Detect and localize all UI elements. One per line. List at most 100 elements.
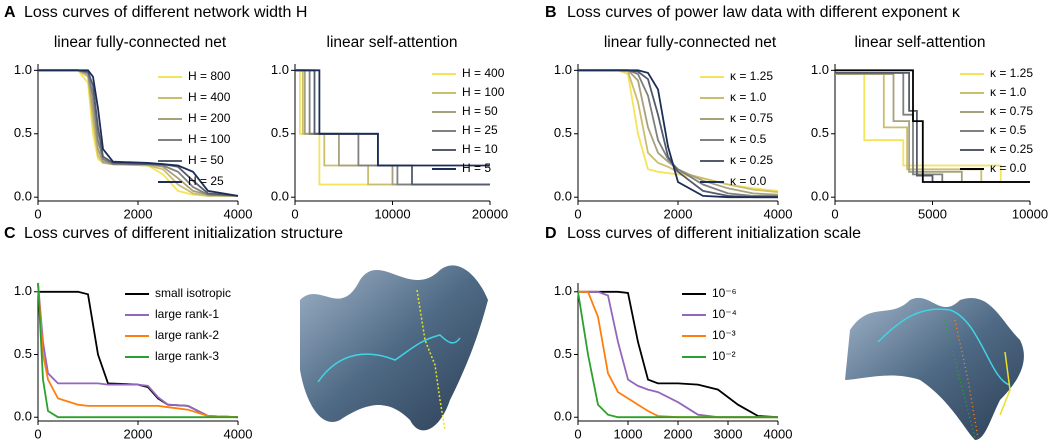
line bbox=[37, 282, 239, 419]
y-tick-label: 0.5 bbox=[14, 125, 32, 140]
x-tick-label: 0 bbox=[574, 206, 581, 221]
line bbox=[37, 282, 239, 419]
legend-label: κ = 0.5 bbox=[990, 123, 1027, 137]
y-tick-label: 1.0 bbox=[14, 62, 32, 77]
legend-label: 10⁻⁶ bbox=[712, 286, 737, 300]
legend-label: 10⁻³ bbox=[712, 328, 736, 342]
legend-label: κ = 0.75 bbox=[730, 111, 773, 125]
legend-label: 10⁻² bbox=[712, 349, 736, 363]
line bbox=[295, 69, 490, 167]
legend-label: H = 200 bbox=[188, 111, 231, 125]
y-tick-label: 0.0 bbox=[271, 189, 289, 204]
x-tick-label: 2000 bbox=[664, 426, 693, 441]
y-tick-label: 1.0 bbox=[14, 283, 32, 298]
x-tick-label: 10000 bbox=[374, 206, 410, 221]
panel-label: C bbox=[4, 225, 16, 242]
legend-label: H = 800 bbox=[188, 69, 231, 83]
panel-title: Loss curves of power law data with diffe… bbox=[567, 4, 961, 21]
x-tick-label: 0 bbox=[34, 206, 41, 221]
line bbox=[835, 73, 1030, 183]
x-tick-label: 2000 bbox=[124, 426, 153, 441]
line bbox=[835, 72, 1030, 183]
chart-title: linear fully-connected net bbox=[54, 34, 227, 51]
y-tick-label: 1.0 bbox=[811, 62, 829, 77]
panel-label: B bbox=[545, 4, 557, 21]
line bbox=[37, 282, 238, 419]
legend-label: H = 50 bbox=[188, 153, 224, 167]
y-tick-label: 0.5 bbox=[554, 125, 572, 140]
y-tick-label: 1.0 bbox=[554, 62, 572, 77]
line bbox=[578, 69, 779, 193]
y-tick-label: 0.0 bbox=[554, 189, 572, 204]
line bbox=[835, 69, 1030, 183]
line bbox=[835, 73, 1030, 183]
y-tick-label: 1.0 bbox=[554, 283, 572, 298]
panel-title: Loss curves of different network width H bbox=[24, 4, 307, 21]
legend-label: H = 400 bbox=[462, 66, 505, 80]
x-tick-label: 20000 bbox=[472, 206, 508, 221]
x-tick-label: 0 bbox=[831, 206, 838, 221]
legend-label: large rank-2 bbox=[155, 328, 219, 342]
y-tick-label: 0.0 bbox=[811, 189, 829, 204]
x-tick-label: 10000 bbox=[1012, 206, 1048, 221]
line bbox=[38, 69, 239, 197]
line bbox=[295, 69, 490, 186]
panel-label: A bbox=[4, 4, 16, 21]
line bbox=[295, 69, 490, 186]
legend-label: H = 25 bbox=[462, 123, 498, 137]
line bbox=[578, 69, 778, 199]
legend-label: κ = 0.5 bbox=[730, 132, 767, 146]
line bbox=[578, 290, 779, 419]
y-tick-label: 0.5 bbox=[554, 346, 572, 361]
legend-label: H = 100 bbox=[462, 85, 505, 99]
x-tick-label: 4000 bbox=[764, 426, 793, 441]
panel-title: Loss curves of different initialization … bbox=[567, 225, 861, 242]
legend-label: κ = 0.0 bbox=[730, 174, 767, 188]
legend-label: κ = 1.0 bbox=[730, 90, 767, 104]
y-tick-label: 0.0 bbox=[14, 409, 32, 424]
chart-title: linear fully-connected net bbox=[604, 34, 777, 51]
y-tick-label: 0.5 bbox=[14, 346, 32, 361]
legend-label: large rank-3 bbox=[155, 349, 219, 363]
legend-label: H = 10 bbox=[462, 142, 498, 156]
legend-label: κ = 0.0 bbox=[990, 161, 1027, 175]
legend-label: H = 50 bbox=[462, 104, 498, 118]
surface-c bbox=[300, 265, 488, 431]
y-tick-label: 0.5 bbox=[811, 125, 829, 140]
y-tick-label: 0.0 bbox=[14, 189, 32, 204]
line bbox=[835, 72, 1030, 183]
x-tick-label: 1000 bbox=[614, 426, 643, 441]
chart-title: linear self-attention bbox=[327, 34, 458, 51]
x-tick-label: 4000 bbox=[224, 426, 253, 441]
legend-label: small isotropic bbox=[155, 286, 231, 300]
legend-label: κ = 1.25 bbox=[730, 69, 773, 83]
legend-label: H = 25 bbox=[188, 174, 224, 188]
line bbox=[295, 69, 490, 186]
line bbox=[835, 73, 1030, 183]
legend-label: κ = 1.25 bbox=[990, 66, 1033, 80]
x-tick-label: 2000 bbox=[664, 206, 693, 221]
panel-label: D bbox=[545, 225, 557, 242]
legend-label: κ = 1.0 bbox=[990, 85, 1027, 99]
line bbox=[577, 291, 778, 419]
legend-label: large rank-1 bbox=[155, 307, 219, 321]
x-tick-label: 3000 bbox=[714, 426, 743, 441]
legend-label: κ = 0.25 bbox=[730, 153, 773, 167]
legend-label: κ = 0.25 bbox=[990, 142, 1033, 156]
legend-label: κ = 0.75 bbox=[990, 104, 1033, 118]
line bbox=[578, 290, 778, 419]
y-tick-label: 0.5 bbox=[271, 125, 289, 140]
panel-title: Loss curves of different initialization … bbox=[24, 225, 343, 242]
legend-label: H = 100 bbox=[188, 132, 231, 146]
chart-title: linear self-attention bbox=[855, 34, 986, 51]
x-tick-label: 4000 bbox=[224, 206, 253, 221]
y-tick-label: 1.0 bbox=[271, 62, 289, 77]
x-tick-label: 0 bbox=[34, 426, 41, 441]
legend-label: H = 5 bbox=[462, 161, 491, 175]
legend-label: 10⁻⁴ bbox=[712, 307, 737, 321]
y-tick-label: 0.0 bbox=[554, 409, 572, 424]
x-tick-label: 0 bbox=[574, 426, 581, 441]
x-tick-label: 2000 bbox=[124, 206, 153, 221]
x-tick-label: 5000 bbox=[918, 206, 947, 221]
